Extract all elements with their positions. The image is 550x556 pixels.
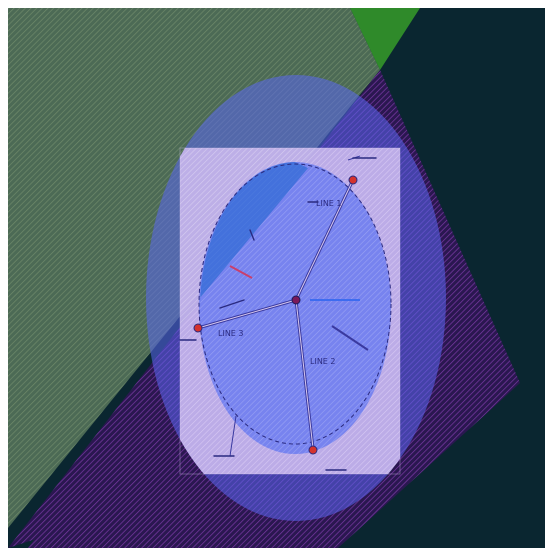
zone-label-1: LINE 1 bbox=[316, 199, 342, 208]
green-area-solid[interactable] bbox=[350, 8, 420, 70]
marker-bottom[interactable] bbox=[308, 445, 318, 455]
plan-illegible-labels bbox=[179, 157, 377, 471]
zone-label-3: LINE 3 bbox=[218, 329, 244, 338]
marker-top[interactable] bbox=[348, 175, 358, 185]
map-canvas[interactable]: LINE 1 LINE 3 LINE 2 bbox=[8, 8, 545, 548]
map-view[interactable]: LINE 1 LINE 3 LINE 2 bbox=[8, 8, 545, 548]
marker-center[interactable] bbox=[291, 295, 301, 305]
plan-circle-dashed-outline bbox=[198, 163, 392, 445]
plan-annotations bbox=[229, 155, 369, 457]
inner-blue-lobe bbox=[200, 162, 308, 308]
plan-sheet-outside bbox=[179, 147, 401, 475]
zone-label-2: LINE 2 bbox=[310, 357, 336, 366]
marker-left[interactable] bbox=[193, 323, 203, 333]
